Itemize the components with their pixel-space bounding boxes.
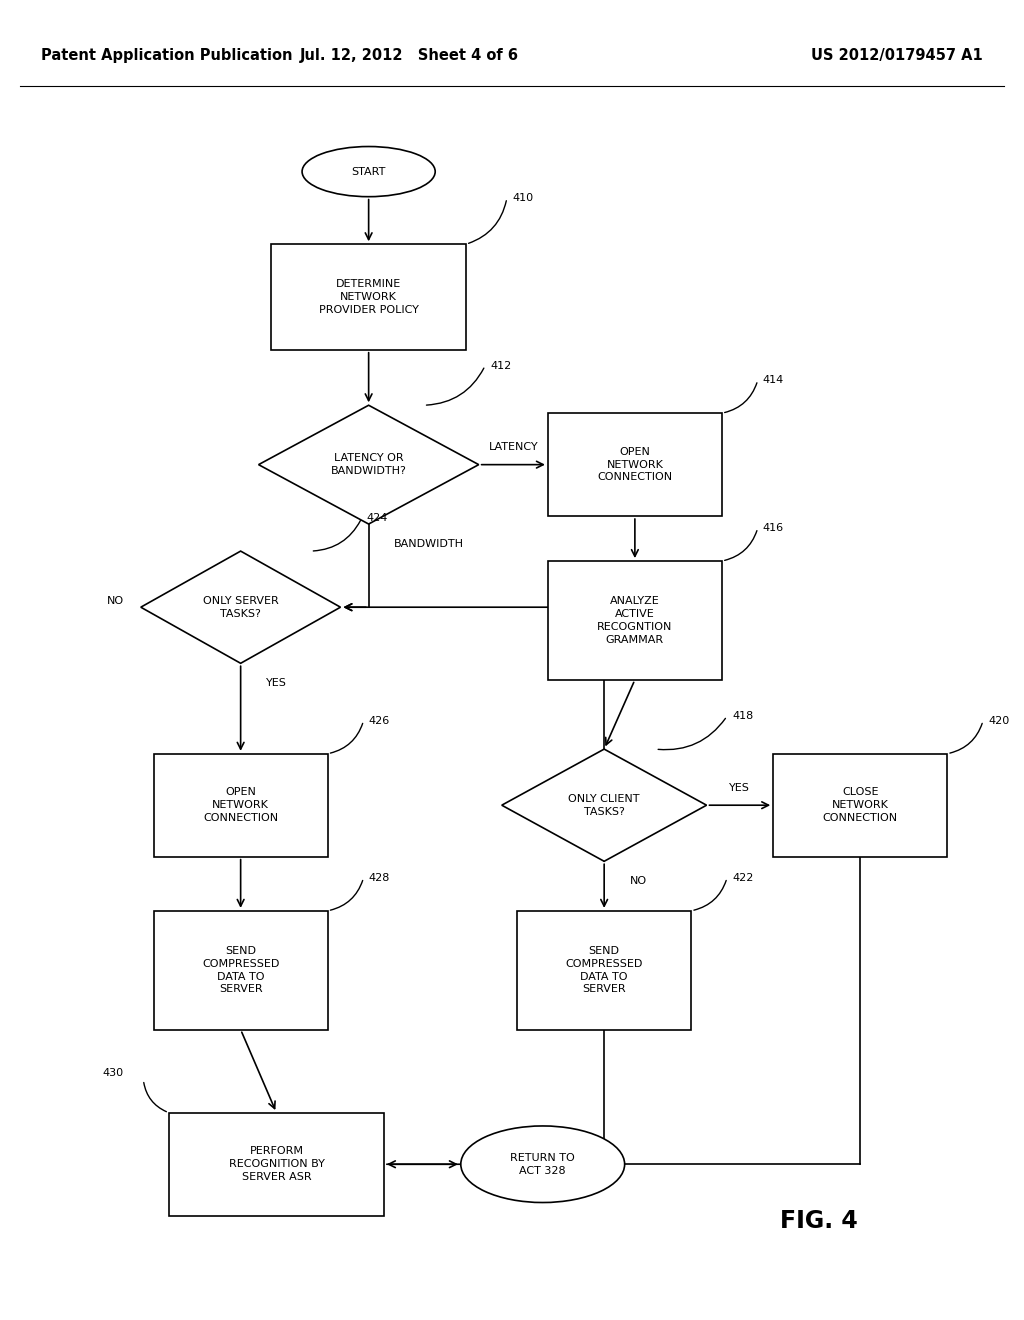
FancyBboxPatch shape <box>154 754 328 857</box>
Text: OPEN
NETWORK
CONNECTION: OPEN NETWORK CONNECTION <box>203 788 279 822</box>
Text: PERFORM
RECOGNITION BY
SERVER ASR: PERFORM RECOGNITION BY SERVER ASR <box>228 1147 325 1181</box>
Text: US 2012/0179457 A1: US 2012/0179457 A1 <box>811 48 983 63</box>
Text: 418: 418 <box>732 711 754 721</box>
Text: 422: 422 <box>732 873 754 883</box>
Text: BANDWIDTH: BANDWIDTH <box>394 539 464 549</box>
Text: ANALYZE
ACTIVE
RECOGNTION
GRAMMAR: ANALYZE ACTIVE RECOGNTION GRAMMAR <box>597 597 673 644</box>
FancyBboxPatch shape <box>548 413 722 516</box>
FancyBboxPatch shape <box>773 754 947 857</box>
Text: NO: NO <box>630 876 647 886</box>
Text: DETERMINE
NETWORK
PROVIDER POLICY: DETERMINE NETWORK PROVIDER POLICY <box>318 280 419 314</box>
Text: 424: 424 <box>367 513 388 523</box>
Text: START: START <box>351 166 386 177</box>
Text: 430: 430 <box>102 1068 124 1078</box>
Text: RETURN TO
ACT 328: RETURN TO ACT 328 <box>510 1152 575 1176</box>
Text: LATENCY OR
BANDWIDTH?: LATENCY OR BANDWIDTH? <box>331 453 407 477</box>
Text: 410: 410 <box>512 193 534 203</box>
Text: ONLY SERVER
TASKS?: ONLY SERVER TASKS? <box>203 595 279 619</box>
Polygon shape <box>258 405 478 524</box>
Text: LATENCY: LATENCY <box>488 442 538 453</box>
Text: NO: NO <box>106 595 124 606</box>
Polygon shape <box>140 552 340 663</box>
Text: Jul. 12, 2012   Sheet 4 of 6: Jul. 12, 2012 Sheet 4 of 6 <box>300 48 519 63</box>
Text: Patent Application Publication: Patent Application Publication <box>41 48 293 63</box>
FancyBboxPatch shape <box>154 911 328 1030</box>
Text: SEND
COMPRESSED
DATA TO
SERVER: SEND COMPRESSED DATA TO SERVER <box>565 946 643 994</box>
Text: 420: 420 <box>988 715 1010 726</box>
Text: 416: 416 <box>763 523 784 533</box>
FancyBboxPatch shape <box>517 911 691 1030</box>
Text: 428: 428 <box>369 873 390 883</box>
Text: CLOSE
NETWORK
CONNECTION: CLOSE NETWORK CONNECTION <box>822 788 898 822</box>
FancyBboxPatch shape <box>169 1113 384 1216</box>
Ellipse shape <box>302 147 435 197</box>
Text: ONLY CLIENT
TASKS?: ONLY CLIENT TASKS? <box>568 793 640 817</box>
Text: FIG. 4: FIG. 4 <box>780 1209 858 1233</box>
Text: YES: YES <box>729 783 751 793</box>
Polygon shape <box>502 750 707 861</box>
Ellipse shape <box>461 1126 625 1203</box>
Text: 414: 414 <box>763 375 784 385</box>
Text: OPEN
NETWORK
CONNECTION: OPEN NETWORK CONNECTION <box>597 447 673 482</box>
Text: 412: 412 <box>490 360 512 371</box>
Text: 426: 426 <box>369 715 390 726</box>
Text: YES: YES <box>266 678 287 688</box>
FancyBboxPatch shape <box>548 561 722 680</box>
Text: SEND
COMPRESSED
DATA TO
SERVER: SEND COMPRESSED DATA TO SERVER <box>202 946 280 994</box>
FancyBboxPatch shape <box>271 244 466 350</box>
